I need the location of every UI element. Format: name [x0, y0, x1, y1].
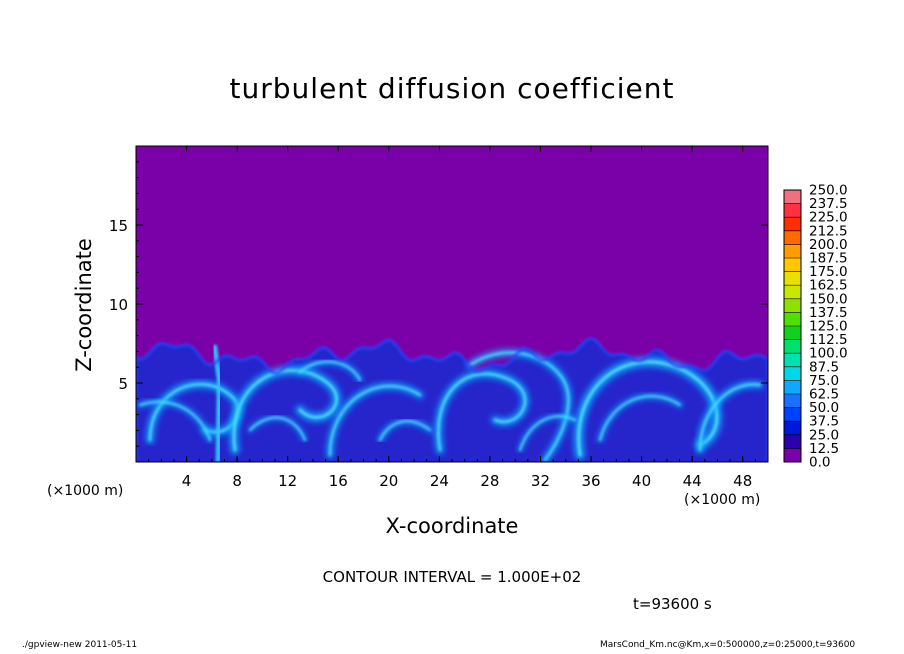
colorbar-swatch — [784, 190, 801, 204]
layer-edge — [136, 336, 768, 462]
colorbar-label: 162.5 — [809, 278, 848, 294]
x-tick-label: 40 — [632, 472, 651, 490]
footer-right-text: MarsCond_Km.nc@Km,x=0:500000,z=0:25000,t… — [600, 640, 856, 650]
eddy-core — [519, 415, 576, 451]
x-tick-label: 28 — [480, 472, 499, 490]
x-tick-label: 24 — [430, 472, 449, 490]
colorbar-label: 187.5 — [809, 251, 848, 267]
colorbar-label: 150.0 — [809, 291, 848, 307]
colorbar-swatch — [784, 421, 801, 436]
colorbar-label: 50.0 — [809, 400, 839, 416]
colorbar-label: 112.5 — [809, 332, 848, 348]
x-tick-label: 44 — [683, 472, 702, 490]
x-axis-label: X-coordinate — [385, 514, 519, 538]
colorbar-label: 175.0 — [809, 264, 848, 280]
colorbar-label: 200.0 — [809, 237, 848, 253]
x-tick-label: 48 — [733, 472, 752, 490]
colorbar-swatch — [784, 353, 801, 368]
y-tick-label: 15 — [109, 217, 128, 235]
x-unit-label-left: (×1000 m) — [47, 483, 124, 499]
footer-left-text: ./gpview-new 2011-05-11 — [22, 640, 138, 650]
eddy-core — [139, 400, 211, 441]
colorbar-swatch — [784, 285, 801, 300]
chart-title: turbulent diffusion coefficient — [229, 72, 675, 105]
colorbar-label: 237.5 — [809, 196, 848, 212]
eddy-core — [148, 383, 240, 442]
colorbar-swatch — [784, 407, 801, 422]
colorbar-swatch — [784, 258, 801, 272]
colorbar-label: 225.0 — [809, 210, 848, 226]
x-tick-label: 32 — [531, 472, 550, 490]
colorbar-label: 0.0 — [809, 455, 830, 471]
y-tick-label: 10 — [109, 296, 128, 314]
eddy-core — [232, 368, 338, 452]
colorbar-label: 137.5 — [809, 305, 848, 321]
colorbar-label: 62.5 — [809, 387, 839, 403]
colorbar-swatch — [784, 366, 801, 381]
x-tick-label: 16 — [329, 472, 348, 490]
colorbar-swatch — [784, 339, 801, 354]
colorbar-swatch — [784, 203, 801, 218]
eddy-core — [577, 360, 719, 457]
colorbar-swatch — [784, 380, 801, 395]
time-label: t=93600 s — [633, 595, 712, 613]
eddy-core — [698, 383, 762, 452]
eddy-core — [437, 372, 527, 452]
x-tick-label: 12 — [278, 472, 297, 490]
x-tick-label: 4 — [182, 472, 192, 490]
y-axis: 5 10 15 — [109, 145, 768, 463]
eddy-core — [379, 420, 431, 441]
colorbar-label: 75.0 — [809, 373, 839, 389]
colorbar-swatch — [784, 434, 801, 449]
eddy-core — [249, 416, 306, 441]
colorbar-label: 12.5 — [809, 441, 839, 457]
colorbar-swatch — [784, 298, 801, 313]
x-tick-label: 8 — [232, 472, 242, 490]
colorbar-label: 37.5 — [809, 414, 839, 430]
colorbar-swatch — [784, 312, 801, 327]
eddy-core — [599, 395, 681, 441]
eddy-core — [328, 384, 422, 457]
x-axis: 4 8 12 16 20 24 28 32 36 40 44 48 — [135, 146, 769, 490]
colorbar-swatch — [784, 230, 801, 245]
colorbar-label: 25.0 — [809, 427, 839, 443]
colorbar-swatch — [784, 448, 801, 463]
colorbar-swatch — [784, 326, 801, 340]
colorbar-label: 212.5 — [809, 223, 848, 239]
colorbar-label: 87.5 — [809, 359, 839, 375]
plume — [211, 344, 222, 462]
colorbar-swatch — [784, 271, 801, 286]
turbulent-layer — [136, 336, 768, 462]
colorbar-swatch — [784, 394, 801, 408]
colorbar-swatch — [784, 244, 801, 259]
eddy-core — [468, 351, 570, 462]
colorbar: 0.012.525.037.550.062.575.087.5100.0112.… — [783, 183, 848, 471]
x-tick-label: 36 — [581, 472, 600, 490]
y-tick-label: 5 — [118, 375, 128, 393]
colorbar-label: 100.0 — [809, 346, 848, 362]
contour-interval-label: CONTOUR INTERVAL = 1.000E+02 — [322, 568, 582, 586]
colorbar-label: 125.0 — [809, 319, 848, 335]
colorbar-swatch — [784, 217, 801, 232]
eddy-core — [299, 360, 361, 381]
x-unit-label-right: (×1000 m) — [684, 492, 761, 508]
x-tick-label: 20 — [379, 472, 398, 490]
colorbar-label: 250.0 — [809, 183, 848, 199]
